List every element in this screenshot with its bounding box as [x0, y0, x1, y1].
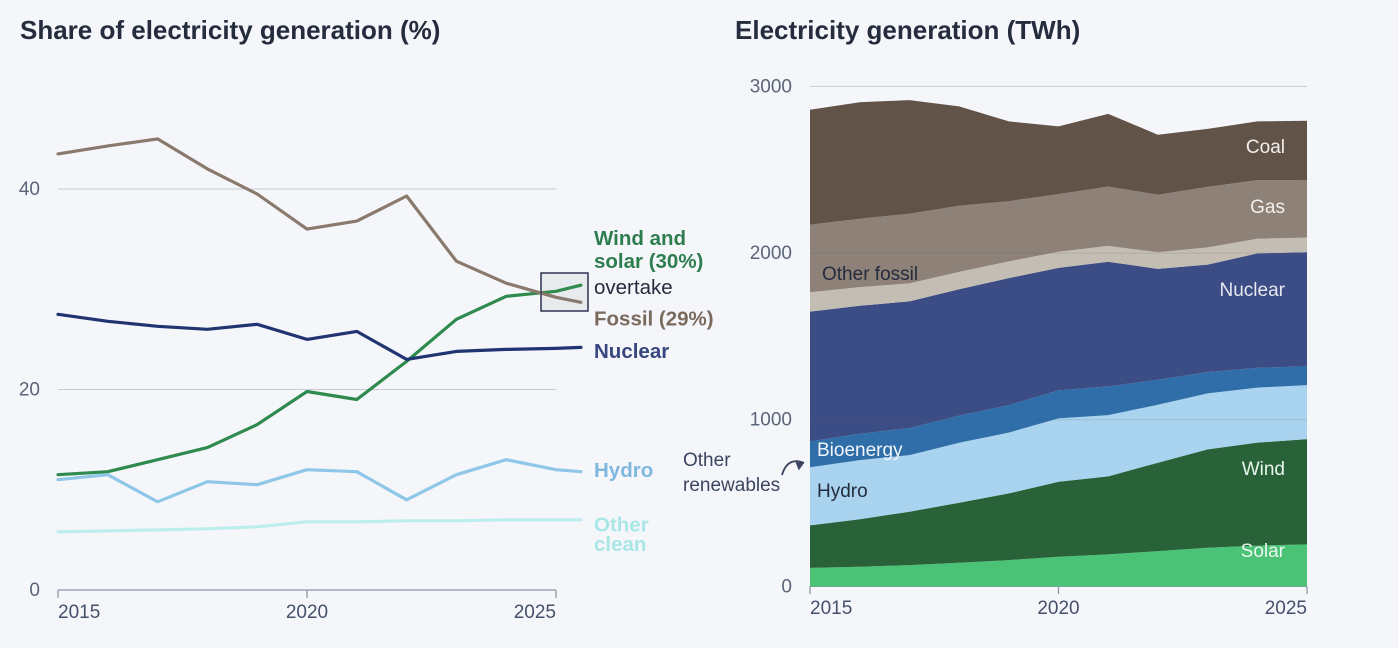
svg-text:Wind and: Wind and — [594, 227, 686, 250]
svg-text:Fossil (29%): Fossil (29%) — [594, 307, 714, 330]
svg-text:2020: 2020 — [1037, 598, 1079, 619]
svg-text:Coal: Coal — [1246, 137, 1285, 158]
svg-text:2015: 2015 — [58, 602, 100, 623]
svg-text:2020: 2020 — [286, 602, 328, 623]
svg-text:clean: clean — [594, 533, 646, 556]
svg-text:solar (30%): solar (30%) — [594, 250, 703, 273]
svg-text:2025: 2025 — [514, 602, 556, 623]
svg-text:Gas: Gas — [1250, 197, 1285, 218]
svg-text:Nuclear: Nuclear — [1220, 280, 1286, 301]
svg-text:Nuclear: Nuclear — [594, 340, 669, 363]
svg-text:Hydro: Hydro — [817, 481, 868, 502]
svg-text:20: 20 — [19, 380, 40, 401]
svg-text:40: 40 — [19, 179, 40, 200]
svg-text:0: 0 — [781, 576, 792, 597]
svg-text:Wind: Wind — [1242, 459, 1285, 480]
svg-text:overtake: overtake — [594, 276, 673, 299]
svg-text:Solar: Solar — [1241, 541, 1286, 562]
svg-text:Other fossil: Other fossil — [822, 264, 918, 285]
svg-text:2000: 2000 — [750, 243, 792, 264]
svg-text:2015: 2015 — [810, 598, 852, 619]
svg-text:Bioenergy: Bioenergy — [817, 440, 903, 461]
svg-text:Hydro: Hydro — [594, 459, 653, 482]
svg-text:1000: 1000 — [750, 410, 792, 431]
svg-text:0: 0 — [29, 580, 40, 601]
svg-text:3000: 3000 — [750, 76, 792, 97]
svg-text:2025: 2025 — [1265, 598, 1307, 619]
